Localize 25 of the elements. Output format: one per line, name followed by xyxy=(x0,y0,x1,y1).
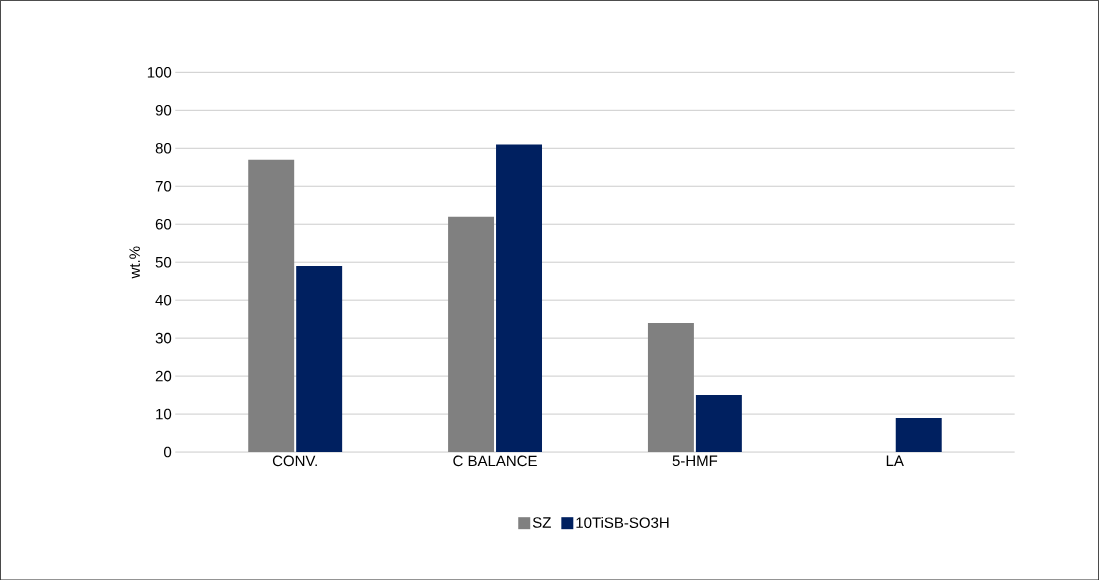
legend-label: SZ xyxy=(532,517,551,528)
x-tick-label: LA xyxy=(886,455,904,466)
y-tick-label: 10 xyxy=(156,408,172,420)
y-tick-label: 0 xyxy=(164,446,172,458)
y-tick-label: 100 xyxy=(147,66,172,78)
bar xyxy=(448,216,495,452)
x-tick-label: CONV. xyxy=(272,455,317,466)
x-tick-label: C BALANCE xyxy=(453,455,537,466)
y-tick-label: 50 xyxy=(155,256,172,268)
bar xyxy=(296,265,343,452)
y-tick-label: 20 xyxy=(155,370,172,382)
bar xyxy=(895,417,942,452)
y-tick-label: 40 xyxy=(155,294,172,306)
bar xyxy=(695,394,742,452)
bar xyxy=(248,159,295,452)
y-tick-label: 60 xyxy=(155,218,172,230)
y-tick-label: 80 xyxy=(155,142,172,154)
bar xyxy=(496,144,543,452)
bar xyxy=(647,322,694,452)
legend-label: 10TiSB-SO3H xyxy=(576,516,669,528)
y-tick-label: 30 xyxy=(155,332,172,344)
y-axis-title: wt.% xyxy=(129,246,140,279)
x-tick-label: 5-HMF xyxy=(672,455,718,466)
y-tick-label: 90 xyxy=(155,104,172,116)
y-tick-label: 70 xyxy=(155,180,172,192)
